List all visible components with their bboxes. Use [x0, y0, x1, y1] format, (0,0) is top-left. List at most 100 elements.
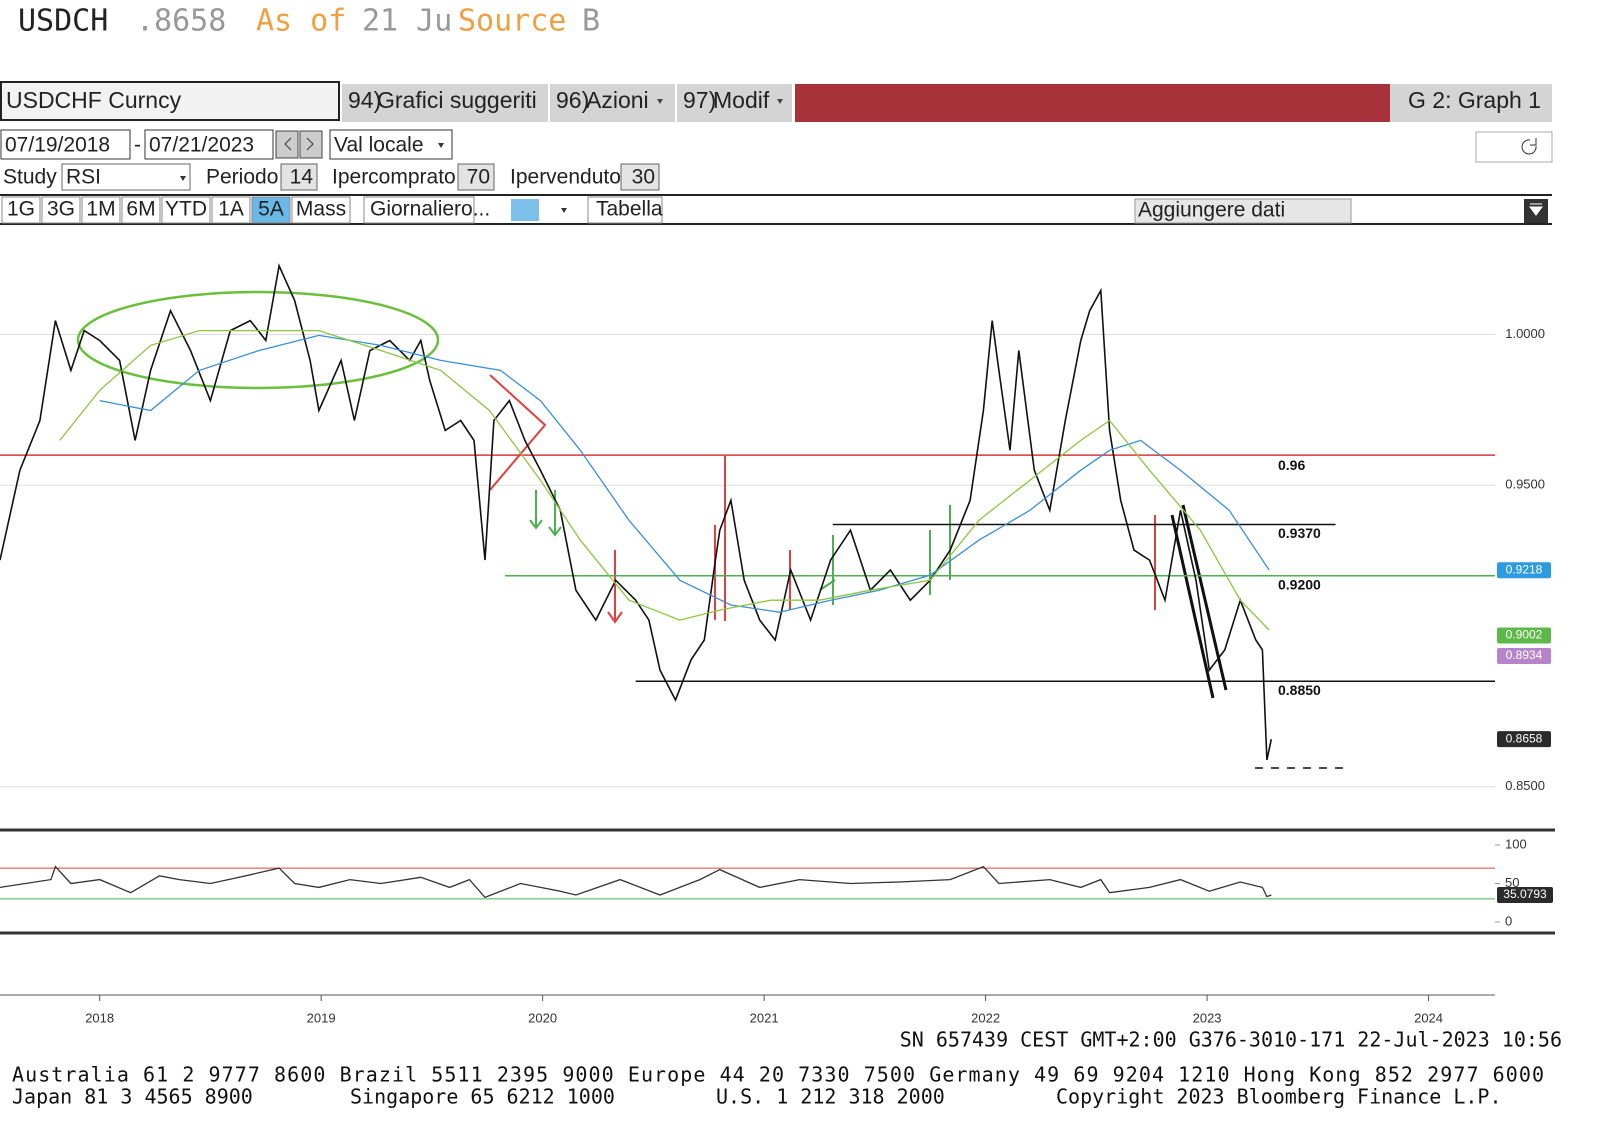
add-data: Aggiungere dati — [1138, 199, 1285, 222]
range-label: 6M — [126, 198, 155, 221]
menu-label: Grafici suggeriti — [377, 87, 537, 113]
y-tick-label: 0.9500 — [1505, 477, 1545, 492]
source: Source — [458, 4, 566, 39]
end-date: 07/21/2023 — [149, 134, 254, 157]
x-tick-label: 2024 — [1414, 1010, 1443, 1025]
menu-button[interactable] — [342, 84, 548, 122]
study-select[interactable] — [61, 163, 191, 191]
table: Tabella — [596, 198, 663, 221]
range-label: 1A — [218, 198, 244, 221]
arrows — [284, 137, 314, 151]
period-label: Periodo — [206, 166, 278, 189]
line-series — [0, 263, 1273, 761]
price-tag — [1497, 562, 1551, 579]
price: .8658 — [136, 4, 226, 39]
range-button[interactable] — [291, 196, 351, 224]
range-button[interactable] — [41, 196, 81, 224]
menu-button[interactable] — [550, 84, 675, 122]
triangle-annotation — [489, 374, 547, 491]
menu-button[interactable] — [677, 84, 792, 122]
range-button[interactable] — [81, 196, 121, 224]
range-label: 1G — [7, 198, 35, 221]
x-tick-label: 2019 — [307, 1010, 336, 1025]
dropdown-arrow — [438, 143, 444, 148]
price-tag — [1497, 627, 1551, 644]
undo-redo[interactable] — [1475, 131, 1553, 163]
price-tag — [1497, 647, 1551, 664]
phones: Australia 61 2 9777 8600 Brazil 5511 239… — [12, 1063, 1544, 1087]
menu-num: 96) — [556, 87, 589, 113]
level-label: 0.96 — [1278, 457, 1305, 473]
date-input[interactable] — [144, 129, 274, 160]
security: USDCHF Curncy — [6, 87, 182, 113]
line-series — [0, 865, 1272, 899]
overbought: 70 — [467, 166, 490, 189]
range-label: YTD — [165, 198, 207, 221]
add-data-input[interactable] — [1134, 198, 1352, 224]
graph-box — [1390, 84, 1552, 122]
currency-select[interactable] — [329, 129, 453, 160]
range-buttons: 1G 3G 1M 6M YTD 1A 5A Mass — [1, 196, 351, 224]
prev-button[interactable] — [275, 130, 299, 159]
period-input[interactable] — [280, 163, 318, 191]
range-button[interactable] — [121, 196, 161, 224]
y-tick-label: 100 — [1505, 836, 1527, 851]
dropdown-arrow — [657, 99, 663, 104]
study: RSI — [66, 166, 101, 189]
x-tick-label: 2018 — [85, 1010, 114, 1025]
rsi-chart: 0 50 100 35.0793 — [0, 828, 1555, 935]
table-button[interactable] — [587, 196, 663, 224]
start-date: 07/19/2018 — [5, 134, 110, 157]
spike-annotation — [607, 456, 1156, 624]
price-tag-label: 0.8658 — [1506, 731, 1543, 745]
menu-label: Azioni — [586, 87, 649, 113]
oversold-label: Ipervenduto — [510, 166, 621, 189]
line-series — [99, 334, 1270, 613]
range-label: 5A — [258, 198, 284, 221]
security-box[interactable] — [0, 81, 340, 121]
value-tag-label: 35.0793 — [1503, 887, 1547, 901]
overbought-input[interactable] — [457, 163, 495, 191]
trend-line — [1170, 504, 1228, 699]
range-button[interactable] — [251, 196, 291, 224]
menu-icon — [1529, 203, 1543, 216]
range-label: Mass — [296, 198, 346, 221]
phones: U.S. 1 212 318 2000 — [716, 1085, 945, 1109]
phones: Copyright 2023 Bloomberg Finance L.P. — [1056, 1085, 1502, 1109]
menu-label: Modif — [713, 87, 770, 113]
chart-type-button[interactable] — [511, 199, 539, 221]
hand-annotations — [76, 290, 1345, 769]
date-separator: - — [134, 134, 141, 157]
range-label: 1M — [86, 198, 115, 221]
frequency: Giornaliero... — [370, 198, 490, 221]
next-button[interactable] — [299, 130, 323, 159]
menu-num: 94) — [348, 87, 381, 113]
y-tick-label: 50 — [1505, 875, 1519, 890]
price-tag — [1497, 731, 1551, 748]
date-input[interactable] — [0, 129, 131, 160]
price-chart: 0.8500 0.9500 1.0000 0.96 0.9370 0.9200 0.8850… — [0, 263, 1551, 793]
range-button[interactable] — [211, 196, 251, 224]
spike-annotation — [819, 505, 951, 605]
range-button[interactable] — [1, 196, 41, 224]
arrow-annotation — [529, 490, 562, 537]
x-tick-label: 2022 — [971, 1010, 1000, 1025]
dropdown-arrow — [777, 99, 783, 104]
level-label: 0.9370 — [1278, 525, 1321, 541]
y-tick-label: 1.0000 — [1505, 326, 1545, 341]
price-tag-label: 0.9218 — [1506, 562, 1543, 576]
source-rest: B — [582, 4, 600, 39]
value-tag — [1497, 886, 1553, 903]
level-label: 0.8850 — [1278, 682, 1321, 698]
level-label: 0.9200 — [1278, 576, 1321, 592]
oversold: 30 — [632, 166, 655, 189]
currency: Val locale — [334, 134, 424, 157]
y-tick-label: 0 — [1505, 913, 1512, 928]
oversold-input[interactable] — [620, 163, 660, 191]
ticker: USDCH — [18, 4, 108, 39]
phones: Singapore 65 6212 1000 — [350, 1085, 615, 1109]
x-axis: 2018 2019 2020 2021 2022 2023 2024 — [0, 994, 1495, 1025]
frequency-select[interactable] — [363, 196, 475, 224]
range-button[interactable] — [161, 196, 211, 224]
